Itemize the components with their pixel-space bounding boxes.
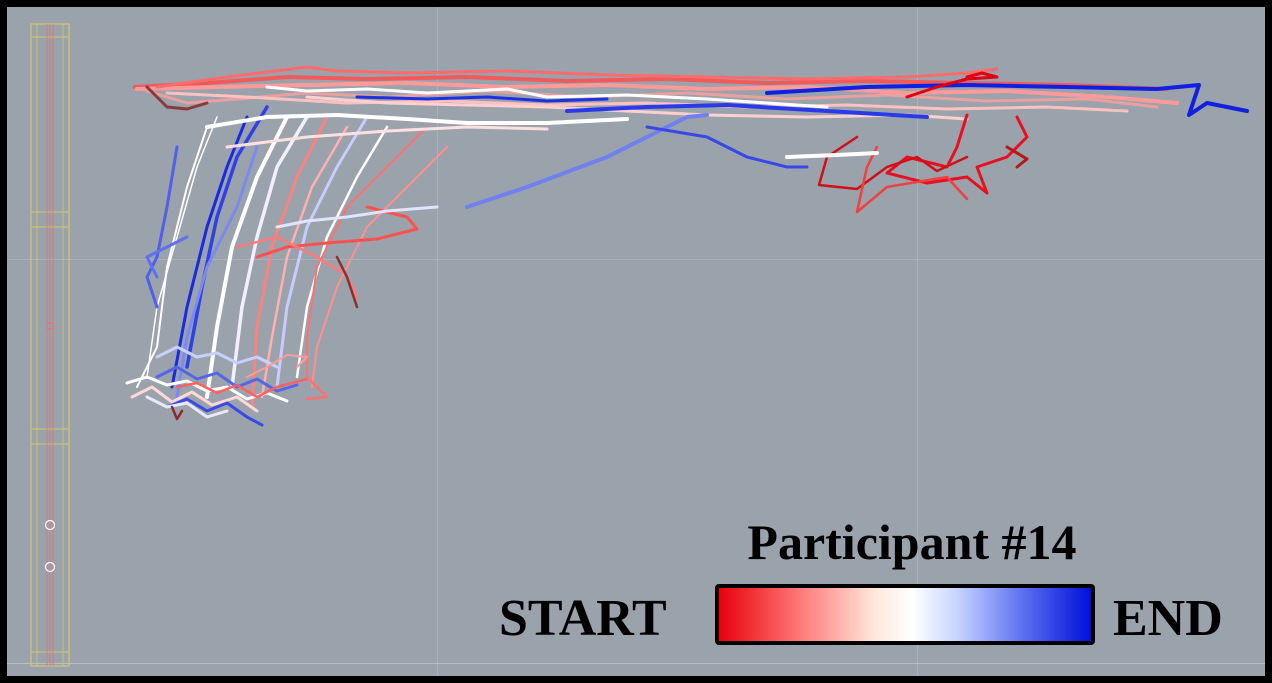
trajectory-lines <box>125 65 1249 427</box>
rack-guide-icon <box>30 23 70 667</box>
ground-line <box>7 663 1265 664</box>
grid-line <box>437 7 438 676</box>
grid-line <box>7 259 1265 260</box>
participant-title: Participant #14 <box>747 514 1077 570</box>
start-label: START <box>499 590 667 647</box>
grid-line <box>917 7 918 676</box>
end-label: END <box>1113 590 1223 647</box>
color-gradient-bar <box>715 584 1095 645</box>
trajectory-plot <box>30 23 1249 667</box>
